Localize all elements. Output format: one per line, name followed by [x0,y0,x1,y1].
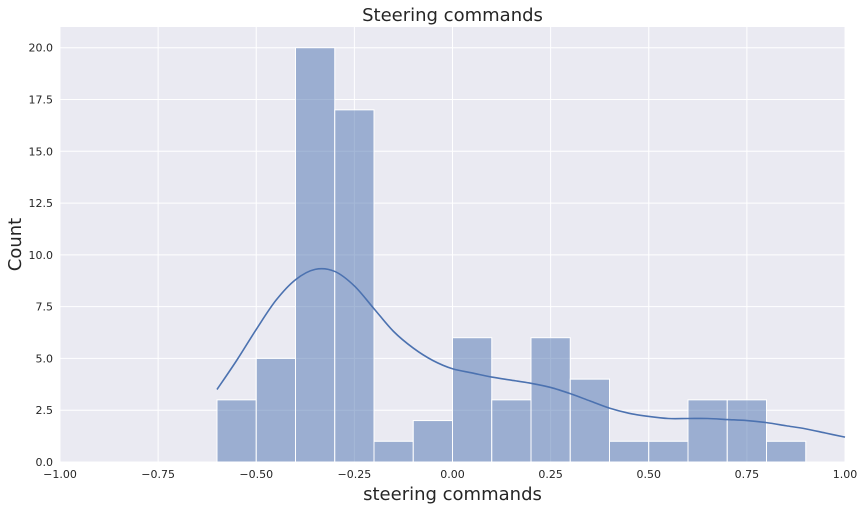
y-tick-label: 5.0 [36,352,54,365]
histogram-bar [412,420,453,463]
y-tick-label: 17.5 [29,94,54,107]
histogram-bar [255,357,296,463]
x-tick-label: 0.25 [538,468,563,481]
histogram-bar [648,440,689,463]
x-tick-label: 0.00 [440,468,465,481]
x-tick-label: −0.50 [239,468,273,481]
y-tick-label: 2.5 [36,404,54,417]
y-tick-label: 20.0 [29,42,54,55]
x-axis-title: steering commands [363,484,542,505]
x-tick-label: 1.00 [833,468,858,481]
histogram-bar [609,440,650,463]
y-tick-label: 10.0 [29,249,54,262]
x-tick-label: 0.75 [735,468,760,481]
histogram-bar [216,399,257,463]
x-tick-label: −0.25 [338,468,372,481]
histogram-bar [687,399,728,463]
y-tick-label: 12.5 [29,197,54,210]
y-tick-label: 0.0 [36,456,54,469]
y-axis-title: Count [5,218,26,271]
y-tick-label: 7.5 [36,301,54,314]
y-tick-labels: 0.0 2.5 5.0 7.5 10.0 12.5 15.0 17.5 20.0 [29,42,54,469]
histogram-bars [216,47,807,463]
y-tick-label: 15.0 [29,145,54,158]
histogram-bar [491,399,532,463]
histogram-bar [569,378,610,463]
kde-curve [216,267,846,438]
histogram-bar [452,337,493,463]
x-tick-label: −1.00 [43,468,77,481]
x-tick-labels: −1.00 −0.75 −0.50 −0.25 0.00 0.25 0.50 0.75 1.00 [43,468,857,481]
x-tick-label: −0.75 [141,468,175,481]
histogram-bar [726,399,767,463]
histogram-bar [373,440,414,463]
histogram-bar [530,337,571,463]
histogram-bar [766,440,807,463]
x-tick-label: 0.50 [637,468,662,481]
chart-title: Steering commands [362,5,543,26]
histogram-bar [295,47,336,463]
